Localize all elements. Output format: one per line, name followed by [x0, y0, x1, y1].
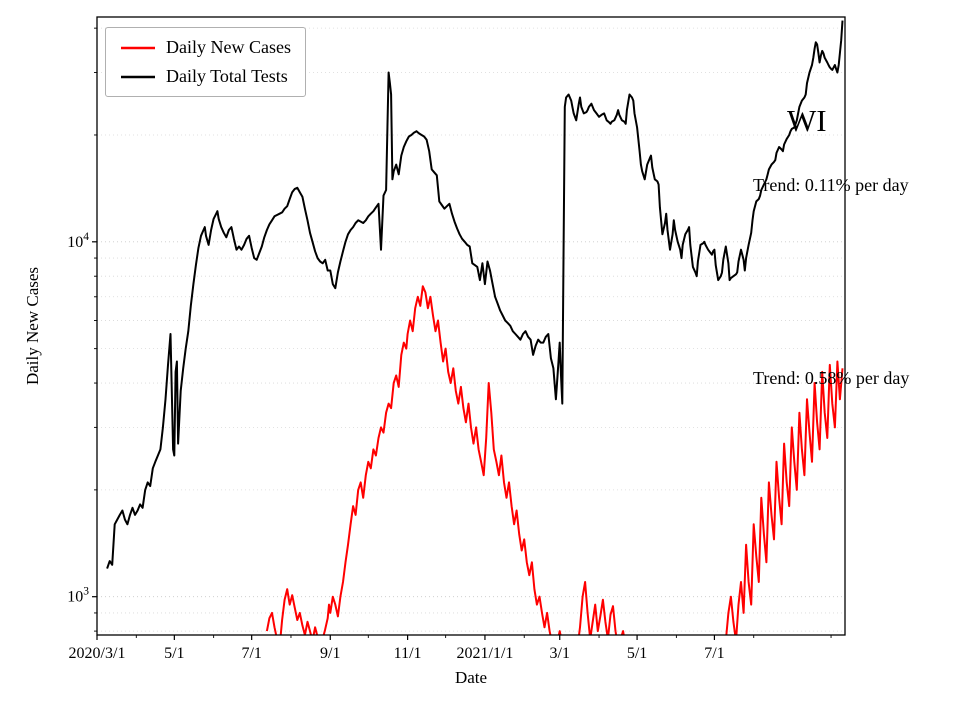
legend-label-tests: Daily Total Tests	[166, 66, 288, 86]
legend: Daily New Cases Daily Total Tests	[105, 27, 306, 97]
x-tick-label: 5/1	[164, 645, 184, 662]
trend-tests-annotation: Trend: 0.11% per day	[753, 175, 909, 195]
x-tick-label: 7/1	[704, 645, 724, 662]
y-tick-label: 104	[67, 231, 89, 251]
y-tick-label: 103	[67, 586, 89, 606]
trend-cases-annotation: Trend: 0.58% per day	[753, 368, 910, 388]
x-tick-label: 7/1	[241, 645, 261, 662]
legend-entry-cases: Daily New Cases	[120, 37, 291, 58]
series-daily-new-cases	[265, 285, 844, 635]
legend-line-tests-icon	[121, 75, 155, 78]
series-daily-total-tests	[106, 20, 844, 569]
x-tick-label: 11/1	[394, 645, 422, 662]
x-tick-label: 2020/3/1	[69, 645, 126, 662]
legend-entry-tests: Daily Total Tests	[120, 66, 291, 87]
x-axis-label: Date	[454, 668, 488, 687]
x-tick-label: 2021/1/1	[457, 645, 514, 662]
axes-frame	[96, 16, 846, 636]
legend-line-cases-icon	[121, 46, 155, 49]
x-tick-label: 9/1	[320, 645, 340, 662]
x-tick-label: 3/1	[550, 645, 570, 662]
legend-label-cases: Daily New Cases	[166, 37, 291, 57]
state-annotation: WI	[787, 103, 827, 138]
x-tick-label: 5/1	[627, 645, 647, 662]
y-axis-label: Daily New Cases	[23, 266, 42, 386]
